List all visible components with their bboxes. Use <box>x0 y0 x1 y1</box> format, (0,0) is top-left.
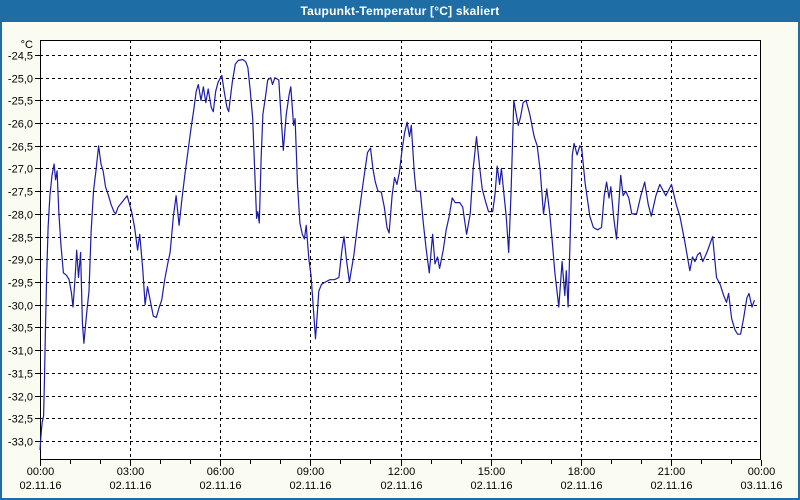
x-tick-time-label: 18:00 <box>568 466 596 478</box>
y-tick-label: -33,0 <box>8 437 33 449</box>
x-tick-time-label: 12:00 <box>388 466 416 478</box>
y-tick-label: -27,0 <box>8 164 33 176</box>
y-tick-label: -30,5 <box>8 323 33 335</box>
x-tick-time-label: 15:00 <box>478 466 506 478</box>
y-tick-label: -29,0 <box>8 255 33 267</box>
x-tick-date-label: 02.11.16 <box>109 480 151 492</box>
y-tick-label: -32,5 <box>8 414 33 426</box>
x-tick-time-label: 09:00 <box>297 466 325 478</box>
y-tick-label: -25,0 <box>8 74 33 86</box>
x-tick-date-label: 02.11.16 <box>650 480 692 492</box>
x-tick-date-label: 02.11.16 <box>560 480 602 492</box>
y-tick-label: -29,5 <box>8 278 33 290</box>
y-tick-label: -30,0 <box>8 301 33 313</box>
y-tick-label: -32,0 <box>8 392 33 404</box>
series-line <box>39 58 755 451</box>
x-tick-time-label: 03:00 <box>117 466 145 478</box>
chart-title: Taupunkt-Temperatur [°C] skaliert <box>300 4 500 18</box>
y-tick-label: -28,0 <box>8 210 33 222</box>
x-tick-time-label: 00:00 <box>27 466 55 478</box>
x-tick-time-label: 21:00 <box>658 466 686 478</box>
y-axis-unit: °C <box>21 39 33 51</box>
x-tick-date-label: 02.11.16 <box>380 480 422 492</box>
y-tick-label: -28,5 <box>8 233 33 245</box>
x-tick-date-label: 02.11.16 <box>19 480 61 492</box>
x-tick-time-label: 00:00 <box>748 466 776 478</box>
x-tick-date-label: 02.11.16 <box>289 480 331 492</box>
x-tick-date-label: 02.11.16 <box>199 480 241 492</box>
y-tick-label: -26,5 <box>8 142 33 154</box>
plot-area <box>40 40 761 460</box>
x-tick-time-label: 06:00 <box>207 466 235 478</box>
y-tick-label: -25,5 <box>8 96 33 108</box>
window-title-bar: Taupunkt-Temperatur [°C] skaliert <box>0 0 800 22</box>
y-tick-label: -27,5 <box>8 187 33 199</box>
x-tick-date-label: 02.11.16 <box>470 480 512 492</box>
x-tick-date-label: 03.11.16 <box>740 480 782 492</box>
y-tick-label: -24,5 <box>8 51 33 63</box>
y-tick-label: -26,0 <box>8 119 33 131</box>
y-tick-label: -31,5 <box>8 369 33 381</box>
y-tick-label: -31,0 <box>8 346 33 358</box>
plot-border <box>40 40 761 460</box>
